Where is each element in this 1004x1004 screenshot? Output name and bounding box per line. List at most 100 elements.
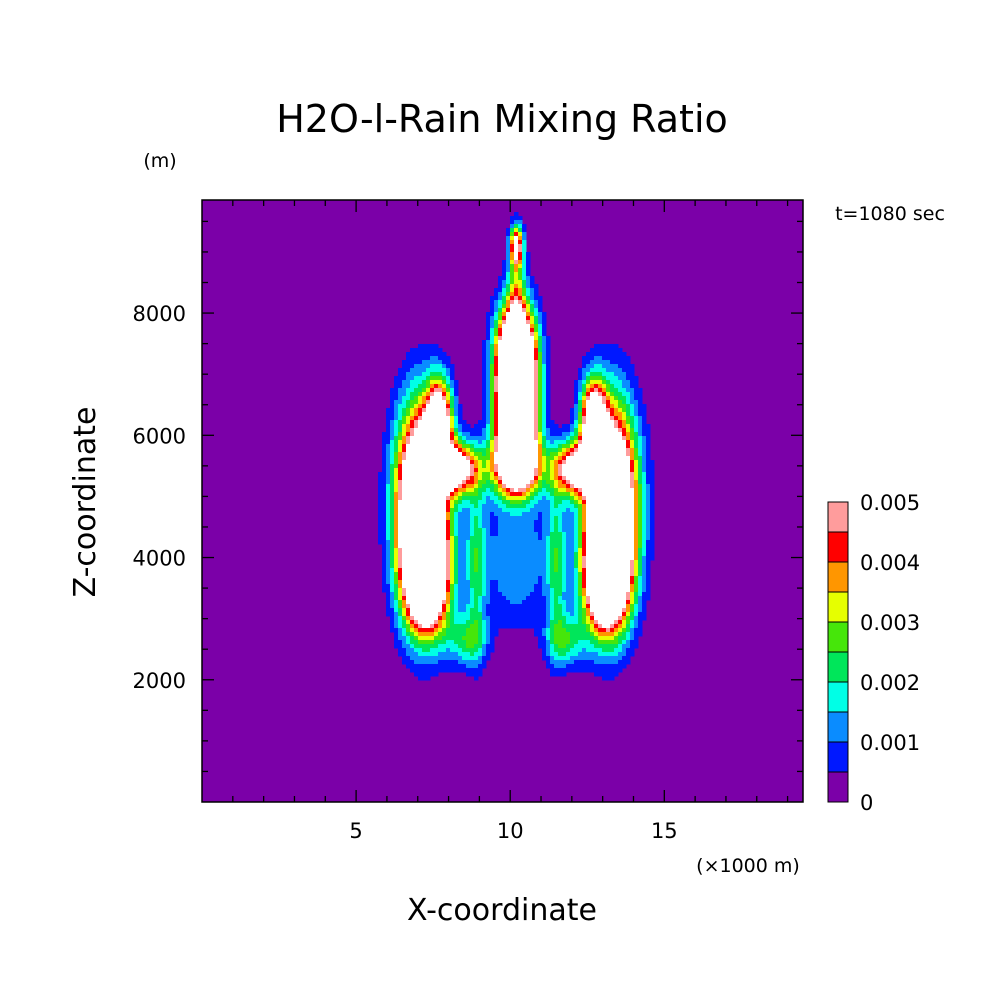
contour-cell	[402, 580, 447, 585]
contour-cell	[642, 556, 647, 561]
contour-cell	[490, 352, 495, 357]
contour-cell	[574, 660, 595, 665]
contour-cell	[514, 264, 519, 269]
x-axis-label: X-coordinate	[407, 893, 597, 928]
contour-cell	[430, 624, 435, 629]
contour-cell	[498, 360, 535, 365]
contour-cell	[514, 224, 519, 229]
contour-cell	[490, 600, 511, 605]
contour-cell	[538, 532, 543, 537]
contour-cell	[614, 416, 619, 421]
contour-cell	[574, 380, 579, 385]
contour-cell	[394, 472, 399, 477]
contour-cell	[566, 476, 631, 481]
contour-cell	[586, 364, 595, 369]
contour-cell	[386, 464, 391, 469]
contour-cell	[534, 412, 539, 417]
contour-cell	[398, 524, 447, 529]
contour-cell	[446, 372, 451, 377]
contour-cell	[534, 492, 539, 497]
contour-cell	[546, 480, 555, 485]
contour-cell	[634, 580, 639, 585]
contour-cell	[506, 228, 511, 233]
contour-cell	[446, 544, 451, 549]
contour-cell	[414, 628, 419, 633]
contour-cell	[494, 352, 499, 357]
contour-cell	[474, 448, 487, 453]
contour-cell	[450, 524, 455, 529]
contour-cell	[550, 428, 571, 433]
contour-cell	[486, 612, 547, 617]
contour-cell	[394, 532, 399, 537]
contour-cell	[438, 644, 459, 649]
contour-cell	[622, 392, 631, 397]
contour-cell	[482, 432, 487, 437]
contour-cell	[562, 464, 631, 469]
contour-cell	[590, 608, 623, 613]
contour-cell	[534, 408, 539, 413]
contour-cell	[438, 356, 451, 361]
contour-cell	[454, 408, 459, 413]
contour-cell	[566, 568, 575, 573]
contour-cell	[518, 228, 523, 233]
contour-cell	[490, 632, 499, 637]
contour-cell	[446, 640, 455, 645]
contour-cell	[446, 584, 451, 589]
contour-cell	[646, 448, 651, 453]
contour-cell	[474, 468, 479, 473]
contour-cell	[534, 472, 539, 477]
contour-cell	[554, 516, 559, 521]
contour-cell	[482, 640, 487, 645]
contour-cell	[510, 244, 515, 249]
contour-cell	[566, 488, 575, 493]
contour-cell	[594, 624, 599, 629]
contour-cell	[618, 388, 627, 393]
contour-cell	[454, 548, 459, 553]
contour-cell	[482, 604, 487, 609]
contour-cell	[502, 292, 507, 297]
contour-cell	[502, 264, 507, 269]
contour-cell	[458, 492, 463, 497]
contour-cell	[402, 452, 407, 457]
contour-cell	[490, 472, 495, 477]
contour-cell	[458, 512, 471, 517]
contour-cell	[490, 460, 495, 465]
contour-cell	[402, 480, 463, 485]
contour-cell	[478, 632, 483, 637]
contour-cell	[378, 480, 387, 485]
contour-cell	[470, 564, 475, 569]
contour-cell	[546, 420, 555, 425]
y-unit-label: (m)	[143, 150, 176, 172]
contour-cell	[458, 420, 467, 425]
contour-cell	[594, 388, 599, 393]
contour-cell	[494, 376, 499, 381]
contour-cell	[394, 528, 399, 533]
contour-cell	[534, 404, 539, 409]
contour-cell	[582, 356, 595, 361]
contour-cell	[642, 524, 647, 529]
contour-cell	[582, 532, 587, 537]
contour-cell	[446, 552, 451, 557]
contour-cell	[458, 524, 471, 529]
contour-cell	[386, 560, 391, 565]
contour-cell	[634, 476, 639, 481]
contour-cell	[546, 548, 551, 553]
contour-cell	[398, 456, 403, 461]
contour-cell	[390, 524, 395, 529]
contour-cell	[570, 408, 575, 413]
contour-cell	[510, 488, 515, 493]
contour-cell	[562, 472, 631, 477]
contour-cell	[474, 560, 479, 565]
contour-cell	[458, 408, 463, 413]
contour-cell	[638, 620, 643, 625]
contour-cell	[518, 276, 523, 281]
contour-cell	[386, 576, 391, 581]
contour-cell	[514, 256, 519, 261]
contour-cell	[486, 528, 491, 533]
contour-cell	[562, 452, 567, 457]
contour-cell	[398, 416, 403, 421]
contour-cell	[390, 600, 395, 605]
contour-cell	[470, 512, 483, 517]
contour-cell	[430, 388, 435, 393]
contour-cell	[450, 500, 455, 505]
